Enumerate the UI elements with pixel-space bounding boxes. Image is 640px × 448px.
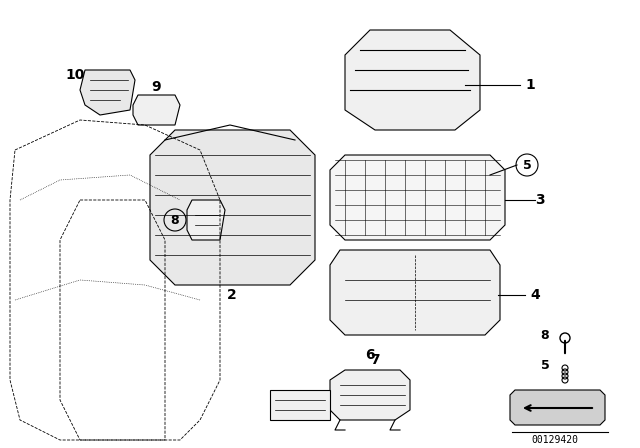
Text: 9: 9 [151,80,161,94]
Polygon shape [133,95,180,125]
Polygon shape [330,370,410,420]
Polygon shape [270,390,330,420]
Text: 4: 4 [530,288,540,302]
Text: 00129420: 00129420 [531,435,579,445]
Polygon shape [345,30,480,130]
Polygon shape [80,70,135,115]
Text: 8: 8 [171,214,179,227]
Text: 5: 5 [523,159,531,172]
Polygon shape [330,250,500,335]
Text: 2: 2 [227,288,237,302]
Text: 7: 7 [370,353,380,367]
Text: 5: 5 [541,358,549,371]
Text: 6: 6 [365,348,375,362]
Text: 10: 10 [65,68,84,82]
Text: 8: 8 [541,328,549,341]
Text: 1: 1 [525,78,535,92]
Polygon shape [150,130,315,285]
Text: 3: 3 [535,193,545,207]
Polygon shape [187,200,225,240]
Polygon shape [510,390,605,425]
Polygon shape [330,155,505,240]
